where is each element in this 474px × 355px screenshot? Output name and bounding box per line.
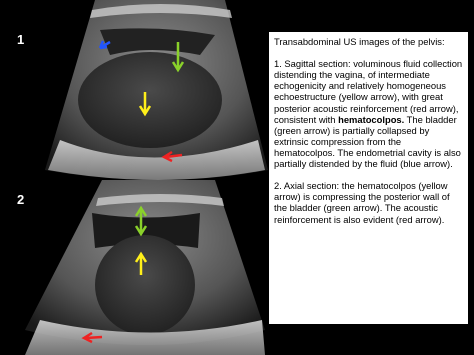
panel-label: 2 xyxy=(17,192,25,207)
bold-text: hematocolpos. xyxy=(338,113,405,125)
caption-title: Transabdominal US images of the pelvis: xyxy=(274,36,445,47)
caption-box: Transabdominal US images of the pelvis: … xyxy=(268,31,469,325)
ultrasound-1 xyxy=(45,0,268,180)
text: 1. Sagittal section: voluminous fluid co… xyxy=(274,58,463,125)
panel-label: 1 xyxy=(17,32,25,47)
caption-paragraph: 1. Sagittal section: voluminous fluid co… xyxy=(274,58,463,169)
text: The bladder (green arrow) is partially c… xyxy=(274,113,461,170)
caption-paragraph: 2. Axial section: the hematocolpos (yell… xyxy=(274,180,450,225)
ultrasound-2 xyxy=(25,180,265,355)
